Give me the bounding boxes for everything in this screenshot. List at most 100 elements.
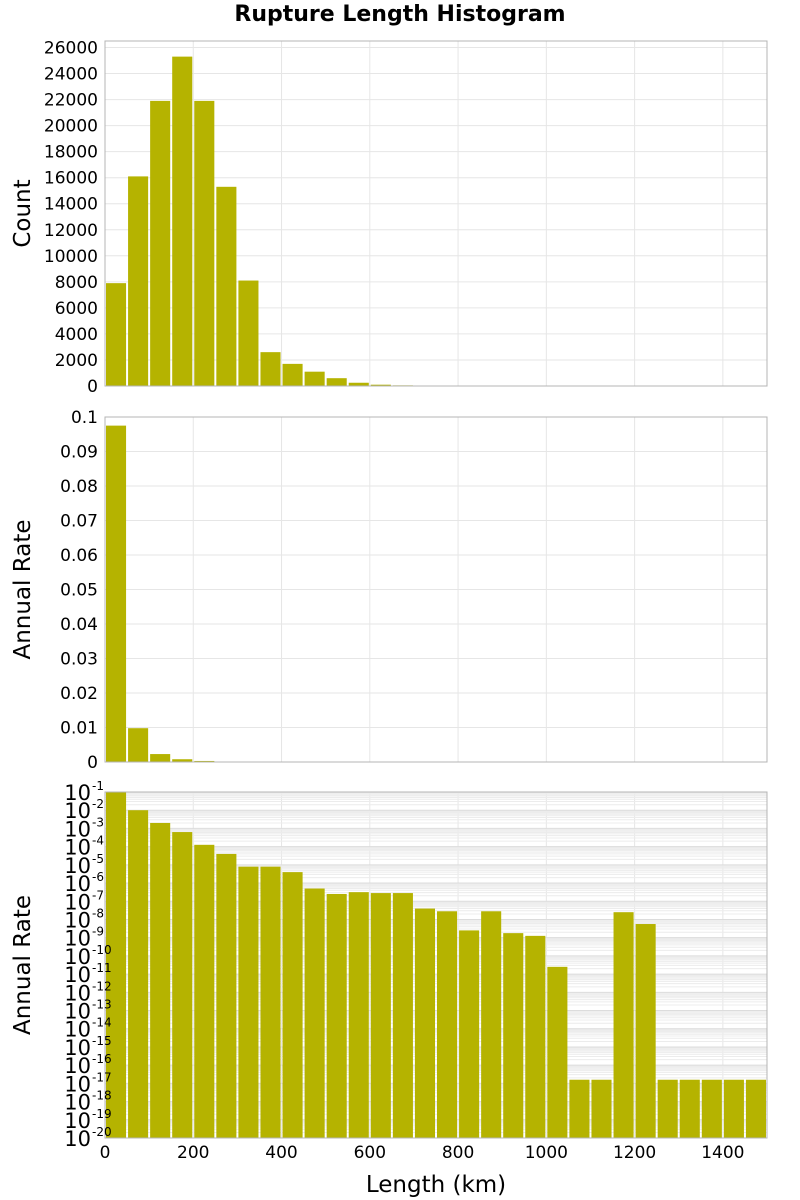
y-axis-label: Annual Rate: [10, 895, 36, 1035]
histogram-bar: [635, 924, 656, 1138]
histogram-bar: [172, 759, 193, 762]
histogram-bar: [370, 384, 391, 386]
y-tick-label: 10: [64, 1036, 91, 1060]
y-tick-label: 6000: [55, 299, 98, 319]
x-tick-label: 0: [100, 1143, 111, 1163]
y-tick-exponent: -8: [92, 906, 104, 920]
histogram-bar: [172, 56, 193, 386]
y-tick-label: 10: [64, 872, 91, 896]
y-tick-label: 10: [64, 927, 91, 951]
y-tick-label: 10: [64, 1054, 91, 1078]
histogram-bar: [679, 1079, 700, 1138]
histogram-bar: [348, 892, 369, 1138]
histogram-bar: [348, 382, 369, 386]
y-tick-label: 10: [64, 781, 91, 805]
y-tick-exponent: -9: [92, 925, 104, 939]
histogram-bar: [150, 822, 171, 1138]
y-tick-label: 26000: [44, 39, 98, 59]
y-tick-exponent: -3: [92, 815, 104, 829]
histogram-bar: [194, 844, 215, 1138]
x-tick-label: 600: [354, 1143, 386, 1163]
panel-3: 10 -110 -210 -310 -410 -510 -610 -710 -810 -910 -1…: [10, 779, 768, 1151]
histogram-bar: [128, 176, 149, 386]
histogram-bar: [437, 911, 458, 1138]
x-tick-label: 200: [177, 1143, 209, 1163]
histogram-bar: [260, 352, 281, 386]
histogram-bar: [150, 100, 171, 387]
y-tick-exponent: -13: [92, 998, 112, 1012]
y-tick-label: 0.08: [60, 477, 98, 497]
histogram-bar: [414, 908, 435, 1138]
y-tick-label: 10: [64, 1127, 91, 1151]
y-tick-label: 14000: [44, 195, 98, 215]
histogram-bar: [569, 1079, 590, 1138]
y-tick-label: 16000: [44, 169, 98, 189]
panel-2: 0 0.01 0.02 0.03 0.04 0.05 0.06 0.07 0.08 0.09 0.1…: [10, 408, 768, 773]
histogram-bar: [260, 866, 281, 1138]
histogram-bar: [238, 866, 259, 1138]
y-tick-exponent: -12: [92, 979, 112, 993]
panel-1: 0 2000 4000 6000 8000 10000 12000 14000 16000 180…: [10, 39, 768, 397]
histogram-bar: [106, 283, 127, 386]
y-tick-label: 0.05: [60, 581, 98, 601]
x-tick-label: 400: [265, 1143, 297, 1163]
histogram-bar: [304, 371, 325, 386]
y-tick-exponent: -10: [92, 943, 112, 957]
y-tick-label: 10: [64, 963, 91, 987]
histogram-bar: [591, 1079, 612, 1138]
y-tick-exponent: -17: [92, 1070, 112, 1084]
y-tick-exponent: -7: [92, 888, 104, 902]
x-tick-label: 800: [442, 1143, 474, 1163]
y-tick-label: 10: [64, 890, 91, 914]
y-axis-label: Count: [10, 179, 36, 247]
y-tick-label: 10: [64, 908, 91, 932]
y-tick-exponent: -6: [92, 870, 104, 884]
histogram-bar: [194, 100, 215, 387]
histogram-bar: [723, 1079, 744, 1138]
histogram-bar: [370, 893, 391, 1138]
panel-frame: [104, 40, 768, 387]
y-tick-exponent: -11: [92, 961, 112, 975]
y-tick-label: 10: [64, 981, 91, 1005]
panel-frame: [104, 791, 768, 1139]
y-tick-label: 10: [64, 1018, 91, 1042]
y-tick-exponent: -19: [92, 1107, 112, 1121]
histogram-bar: [304, 888, 325, 1138]
histogram-bar: [392, 893, 413, 1138]
histogram-bar: [216, 853, 237, 1138]
y-tick-label: 0.02: [60, 684, 98, 704]
y-tick-label: 10: [64, 836, 91, 860]
y-tick-label: 10000: [44, 247, 98, 267]
y-tick-exponent: -2: [92, 797, 104, 811]
y-tick-label: 10: [64, 854, 91, 878]
y-tick-exponent: -18: [92, 1089, 112, 1103]
y-tick-label: 0: [87, 377, 98, 397]
y-tick-label: 0.06: [60, 546, 98, 566]
y-tick-label: 10: [64, 817, 91, 841]
y-tick-label: 20000: [44, 117, 98, 137]
y-tick-label: 4000: [55, 325, 98, 345]
panel-frame: [104, 416, 768, 763]
x-tick-label: 1000: [525, 1143, 568, 1163]
y-tick-exponent: -1: [92, 779, 104, 793]
x-tick-label: 1200: [613, 1143, 656, 1163]
y-tick-label: 10: [64, 1000, 91, 1024]
y-tick-label: 0.1: [71, 408, 98, 428]
y-tick-exponent: -15: [92, 1034, 112, 1048]
histogram-bar: [481, 911, 502, 1138]
histogram-bar: [326, 893, 347, 1138]
histogram-bar: [613, 912, 634, 1138]
y-tick-exponent: -5: [92, 852, 104, 866]
y-tick-label: 0.03: [60, 650, 98, 670]
x-axis-label: Length (km): [366, 1172, 506, 1198]
x-tick-label: 1400: [701, 1143, 744, 1163]
histogram-bar: [326, 378, 347, 386]
y-tick-exponent: -4: [92, 834, 104, 848]
histogram-bar: [459, 930, 480, 1138]
y-tick-label: 0.07: [60, 512, 98, 532]
chart-title: Rupture Length Histogram: [234, 2, 566, 27]
histogram-bar: [106, 792, 127, 1138]
y-tick-label: 0.09: [60, 443, 98, 463]
